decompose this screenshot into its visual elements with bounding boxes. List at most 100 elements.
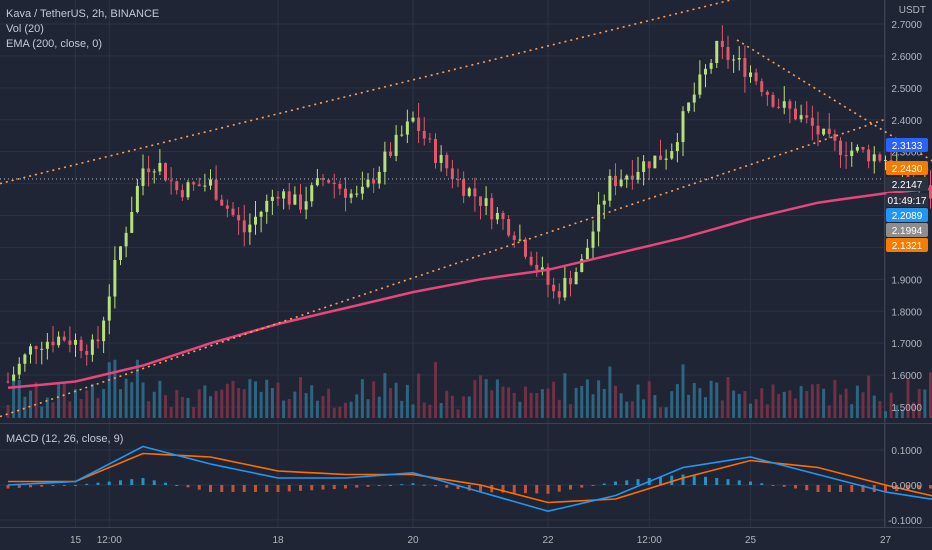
macd-histogram-bar (737, 480, 741, 485)
candle-body (85, 350, 89, 355)
time-axis-tick: 22 (542, 535, 554, 546)
macd-histogram-bar (141, 478, 145, 485)
volume-bar (675, 384, 679, 418)
candle-body (96, 339, 100, 342)
macd-histogram-bar (434, 485, 437, 487)
volume-bar (400, 400, 404, 418)
ema-line (7, 187, 932, 390)
candle-body (237, 214, 241, 221)
macd-histogram-bar (659, 476, 662, 485)
price-badge-label: 01:49:17 (888, 196, 927, 207)
volume-bar (439, 403, 443, 418)
volume-bar (355, 394, 359, 418)
volume-bar (62, 382, 66, 418)
volume-bar (6, 404, 10, 418)
macd-histogram-bar (299, 485, 302, 491)
volume-bar (180, 396, 184, 418)
macd-legend[interactable]: MACD (12, 26, close, 9) (6, 433, 123, 445)
candle-body (805, 115, 809, 118)
ema-title: EMA (200, close, 0) (6, 38, 102, 50)
volume-bar (467, 396, 471, 418)
price-badge-label: 2.2089 (892, 211, 923, 222)
volume-bar (141, 382, 145, 418)
candle-body (608, 175, 612, 201)
price-axis-tick: 1.7000 (891, 339, 922, 350)
volume-bar (372, 381, 376, 418)
time-axis-tick: 27 (880, 535, 892, 546)
candle-body (867, 149, 871, 162)
macd-histogram-bar (636, 479, 640, 485)
volume-bar (490, 390, 494, 418)
volume-bar (422, 402, 426, 418)
volume-bar (315, 400, 319, 418)
candle-body (585, 247, 589, 260)
symbol-legend[interactable]: Kava / TetherUS, 2h, BINANCE (6, 8, 159, 20)
candle-body (51, 341, 55, 346)
volume-bar (456, 409, 460, 418)
volume-bar (647, 381, 651, 418)
volume-legend[interactable]: Vol (20) (6, 23, 44, 35)
candle-body (45, 341, 49, 349)
candle-body (664, 158, 668, 160)
time-axis-tick: 15 (70, 535, 82, 546)
candle-body (709, 62, 713, 69)
candle-body (169, 180, 173, 182)
volume-bar (445, 390, 449, 418)
candle-body (653, 155, 657, 169)
candle-body (782, 101, 786, 108)
macd-histogram-bar (726, 479, 730, 485)
candle-body (68, 340, 72, 345)
price-badge-label: 2.2430 (892, 164, 923, 175)
time-axis-tick: 12:00 (637, 535, 662, 546)
volume-bar (23, 396, 27, 418)
macd-histogram-bar (580, 485, 584, 488)
candle-body (799, 115, 803, 120)
candle-body (749, 72, 752, 77)
candle-body (6, 381, 10, 383)
candle-body (692, 94, 696, 103)
candle-body (270, 196, 274, 201)
volume-bar (462, 396, 466, 418)
volume-bar (248, 379, 252, 418)
candle-body (574, 271, 578, 285)
macd-histogram-bar (186, 485, 190, 488)
volume-bar (366, 399, 370, 418)
candle-body (428, 138, 432, 140)
volume-bar (17, 379, 21, 418)
volume-bar (45, 397, 49, 418)
candle-body (642, 161, 646, 172)
price-badge-box (886, 223, 928, 237)
channel-upper-line (0, 0, 735, 185)
macd-histogram-bar (96, 482, 100, 485)
price-badge-box (886, 238, 928, 252)
volume-bar (670, 391, 674, 418)
candle-body (107, 296, 111, 321)
volume-bar (102, 388, 106, 418)
price-axis-tick: 2.5000 (891, 84, 922, 95)
ema-legend[interactable]: EMA (200, close, 0) (6, 38, 102, 50)
candle-body (810, 117, 814, 126)
candle-body (338, 183, 342, 189)
candle-body (512, 235, 516, 240)
candle-body (827, 128, 831, 135)
volume-bar (214, 391, 218, 418)
macd-histogram-bar (479, 485, 482, 492)
candle-body (79, 339, 83, 351)
macd-histogram-bar (591, 485, 595, 486)
volume-bar (96, 398, 100, 418)
candle-body (794, 108, 797, 120)
macd-histogram-bar (175, 485, 179, 486)
macd-histogram-bar (209, 485, 212, 492)
volume-bar (327, 388, 331, 418)
macd-histogram-bar (771, 485, 775, 486)
candle-body (282, 191, 286, 199)
price-badge-box (886, 161, 928, 175)
volume-bar (900, 409, 904, 418)
volume-bar (850, 404, 854, 418)
volume-bar (867, 375, 871, 418)
candle-body (450, 168, 454, 180)
macd-histogram-bar (760, 483, 764, 485)
